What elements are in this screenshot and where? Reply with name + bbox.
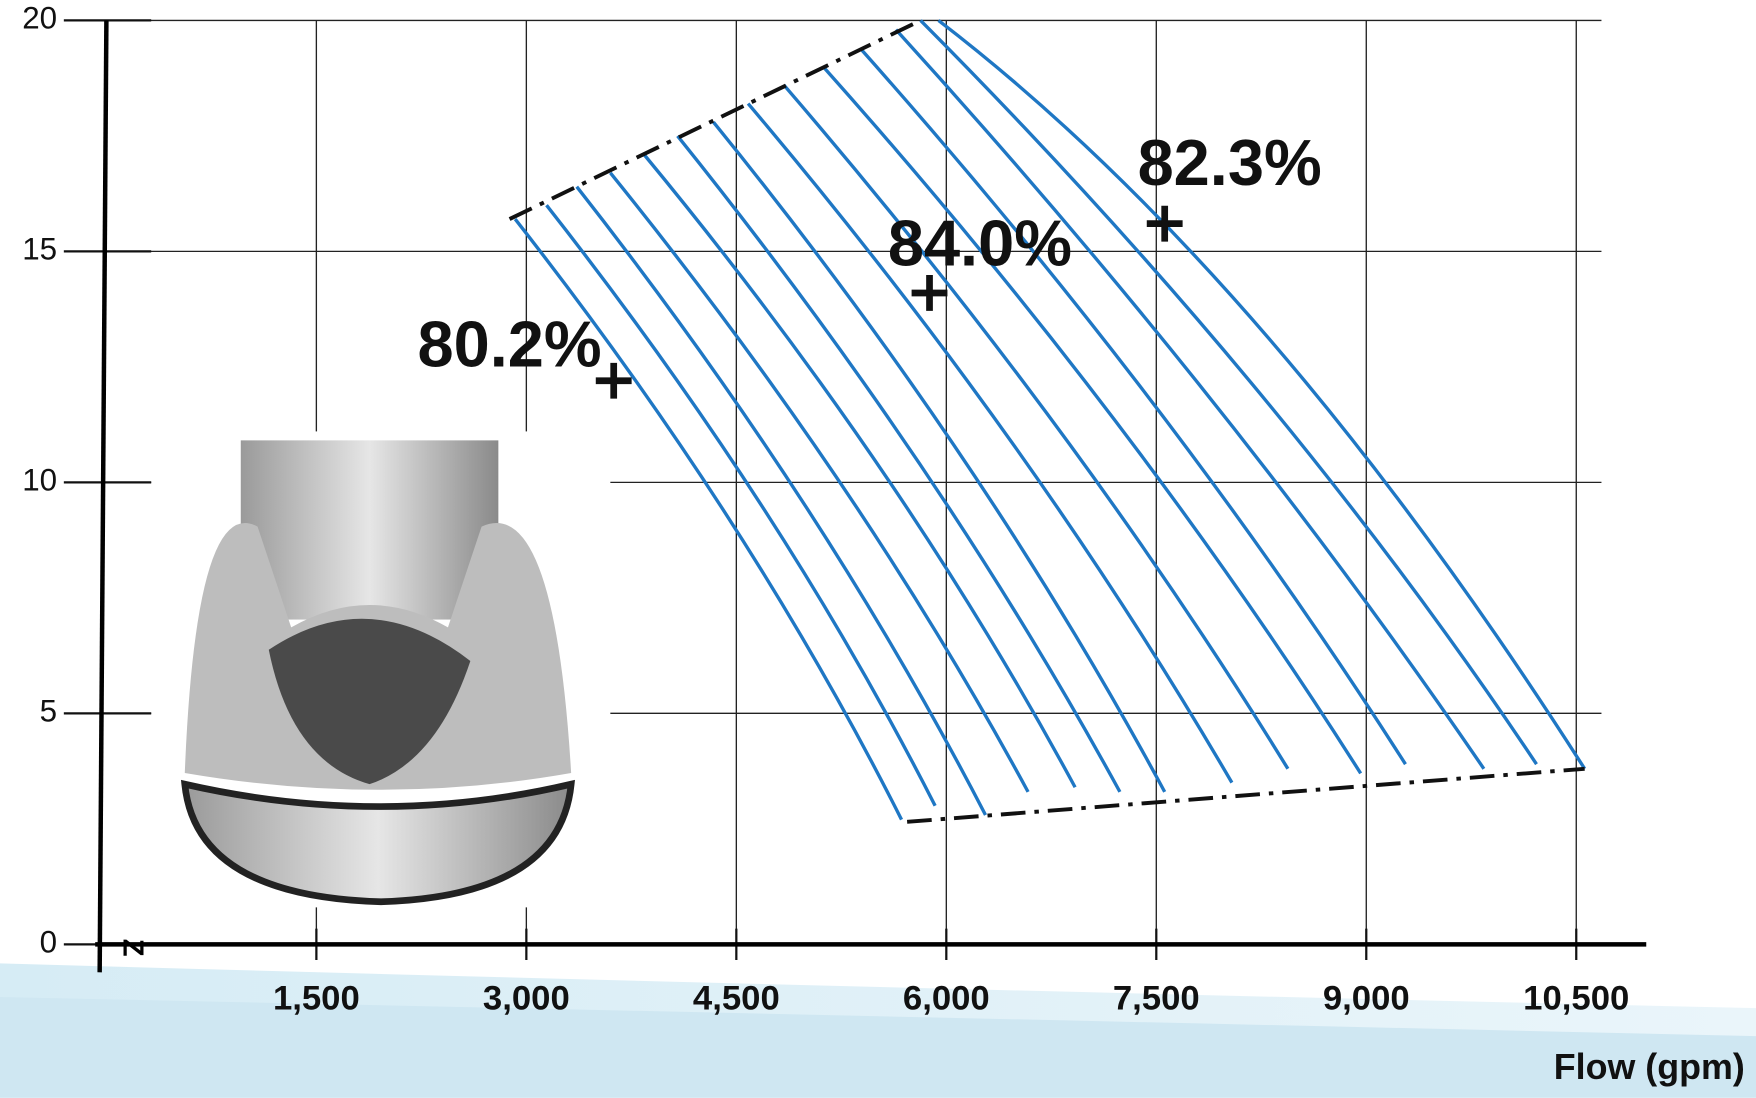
- efficiency-curve: [821, 65, 1363, 775]
- efficiency-curve: [513, 218, 904, 821]
- annotation: 80.2%: [417, 308, 601, 381]
- axes: 1,500 3,000 4,500 6,000 7,500 9,000 10,500 0 5 10…: [22, 1, 1745, 1088]
- y-axis: [97, 20, 109, 973]
- y-tick-label: 0: [40, 925, 57, 960]
- efficiency-point: [1146, 205, 1183, 242]
- x-tick-label: 6,000: [903, 979, 990, 1017]
- efficiency-curve: [676, 134, 1122, 793]
- boundary-line: [508, 20, 917, 221]
- annotation: 82.3%: [1138, 126, 1322, 199]
- efficiency-curve: [919, 19, 1538, 766]
- efficiency-curve: [575, 185, 988, 816]
- efficiency-point: [911, 275, 948, 311]
- x-tick-label: 3,000: [483, 979, 570, 1017]
- impeller-image: [151, 431, 611, 908]
- efficiency-curve: [894, 28, 1486, 770]
- efficiency-curve: [782, 83, 1290, 770]
- y-tick-label: 20: [22, 1, 57, 36]
- boundary-line: [906, 766, 1585, 824]
- x-tick-label: 1,500: [273, 979, 360, 1017]
- x-axis-label: Flow (gpm): [1554, 1047, 1745, 1087]
- efficiency-curve: [545, 204, 937, 807]
- efficiency-curve: [642, 153, 1077, 789]
- efficiency-curve: [712, 120, 1167, 793]
- efficiency-point: [595, 362, 632, 399]
- y-tick-label: 10: [22, 463, 57, 498]
- annotation: 84.0%: [888, 206, 1072, 279]
- x-tick-label: 10,500: [1523, 979, 1629, 1017]
- origin-mark: Z: [116, 939, 148, 957]
- y-tick-label: 5: [40, 694, 57, 729]
- background-swoosh: [0, 996, 1756, 1098]
- efficiency-curve: [609, 171, 1030, 793]
- y-tick-label: 15: [22, 232, 57, 267]
- curves: 80.2% 84.0% 82.3%: [417, 19, 1587, 824]
- x-tick-label: 7,500: [1113, 979, 1200, 1017]
- x-tick-label: 4,500: [693, 979, 780, 1017]
- efficiency-curve: [937, 19, 1587, 770]
- efficiency-curve: [746, 102, 1234, 784]
- x-tick-label: 9,000: [1323, 979, 1410, 1017]
- efficiency-curve: [858, 47, 1407, 766]
